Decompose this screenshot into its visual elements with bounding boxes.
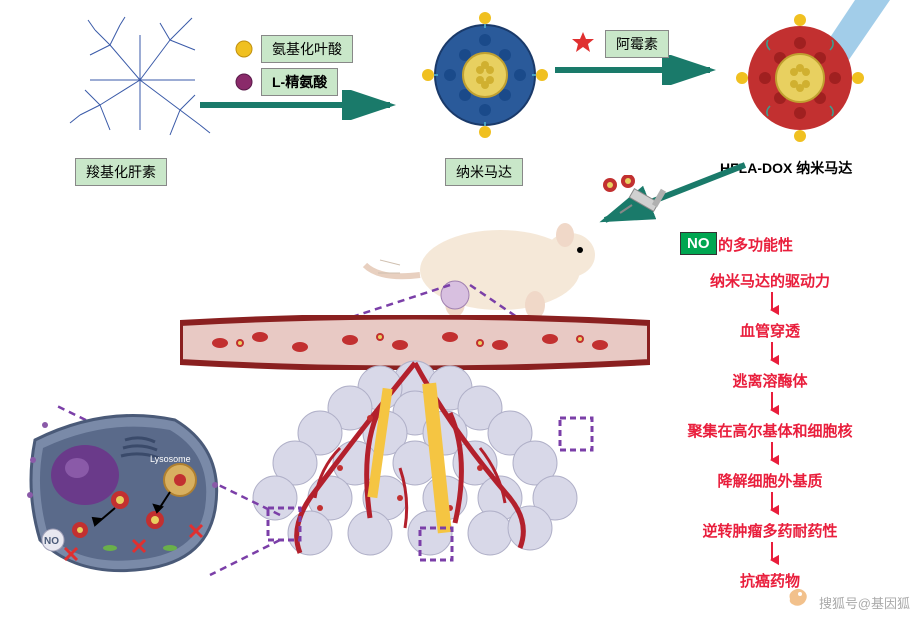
flow-item-6: 抗癌药物: [640, 570, 900, 591]
lysosome-text: Lysosome: [150, 454, 191, 464]
arrow-2: [555, 55, 720, 85]
no-badge: NO: [680, 232, 717, 255]
heparin-label: 羧基化肝素: [75, 158, 167, 186]
flow-item-0: 纳米马达的驱动力: [640, 270, 900, 291]
nanomotor-graphic: [420, 10, 550, 140]
no-suffix: 的多功能性: [718, 234, 793, 255]
cell-detail-graphic: Lysosome NO: [15, 400, 230, 580]
no-bubble-text: NO: [44, 536, 59, 547]
arginine-legend: L-精氨酸: [235, 68, 338, 96]
flow-arrows: [765, 292, 779, 572]
dox-star-icon: [570, 30, 596, 56]
folate-label: 氨基化叶酸: [261, 35, 353, 63]
folate-legend: 氨基化叶酸: [235, 35, 353, 63]
syringe-icon: [600, 175, 670, 225]
watermark-left: 搜狐号: [819, 593, 858, 612]
hfla-dox-graphic: [720, 0, 890, 160]
watermark-logo: [786, 585, 810, 614]
arginine-label: L-精氨酸: [261, 68, 338, 96]
watermark-right: @基因狐: [858, 593, 910, 612]
nanomotor-label: 纳米马达: [445, 158, 523, 186]
heparin-polymer-graphic: [60, 15, 220, 145]
dox-label: 阿霉素: [605, 30, 669, 58]
